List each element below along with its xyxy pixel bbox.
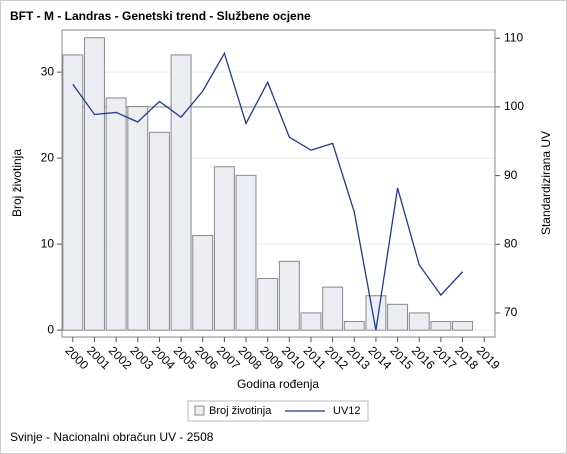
bar [192, 235, 214, 331]
legend-label: UV12 [333, 405, 361, 417]
bar [105, 97, 127, 331]
y2-axis-label: Standardizirana UV [539, 131, 553, 235]
plot-border [61, 29, 496, 338]
y2-tick-label: 100 [504, 99, 524, 113]
legend-swatch [194, 405, 205, 416]
bar [278, 260, 300, 331]
bar [257, 278, 279, 331]
bar [343, 321, 365, 331]
bar [300, 312, 322, 331]
y-tick-label: 30 [41, 64, 55, 78]
bar [127, 106, 149, 331]
bar [387, 303, 409, 331]
y-tick-label: 20 [41, 150, 55, 164]
legend-label: Broj životinja [209, 405, 272, 417]
y-tick-label: 0 [47, 322, 54, 336]
y2-tick-label: 90 [504, 168, 518, 182]
y2-tick-label: 110 [504, 30, 523, 44]
bar [365, 295, 387, 331]
bar [322, 286, 344, 331]
bar [452, 321, 473, 331]
bar [430, 321, 452, 331]
bar [62, 54, 84, 331]
bar [148, 131, 170, 331]
line [72, 51, 464, 331]
bar [170, 54, 192, 331]
x-axis-label: Godina rođenja [237, 377, 319, 391]
bar [408, 312, 430, 331]
bar [235, 174, 257, 331]
y-axis-label: Broj životinja [10, 149, 24, 217]
legend-box [187, 400, 369, 422]
y2-tick-label: 80 [504, 236, 518, 250]
bar [213, 166, 235, 331]
y2-tick-label: 70 [504, 305, 518, 319]
bar [84, 37, 105, 331]
y-tick-label: 10 [41, 236, 55, 250]
footnote: Svinje - Nacionalni obračun UV - 2508 [10, 430, 214, 444]
chart-title: BFT - M - Landras - Genetski trend - Slu… [10, 9, 311, 23]
